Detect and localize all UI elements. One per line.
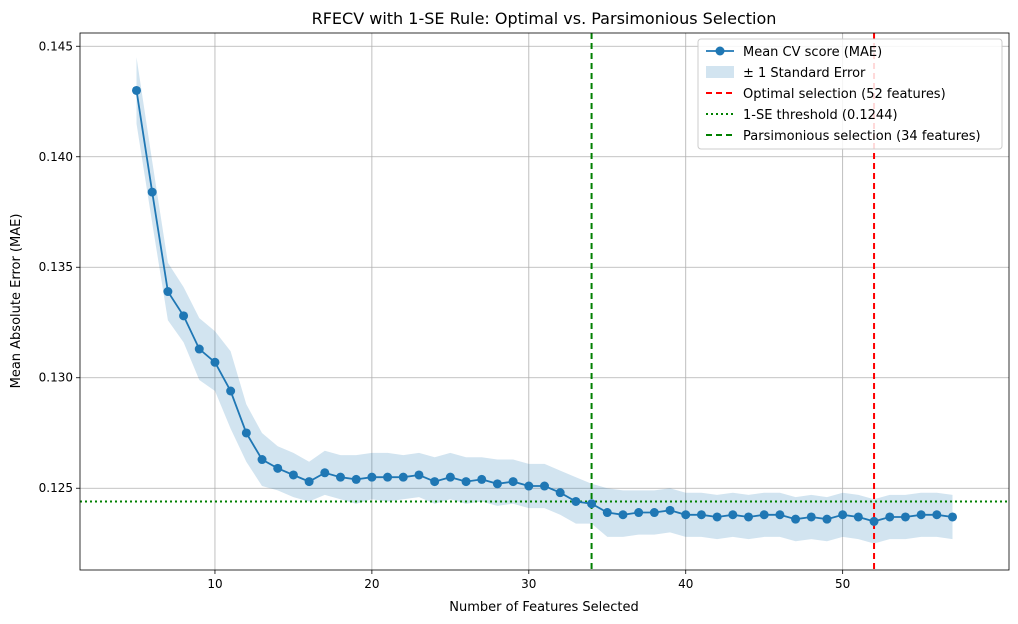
x-tick-label: 30 (521, 577, 536, 591)
x-tick-label: 50 (835, 577, 850, 591)
data-point (916, 510, 926, 520)
data-point (477, 474, 487, 484)
data-point (320, 468, 330, 478)
legend-label-se: ± 1 Standard Error (743, 66, 866, 81)
data-point (540, 481, 549, 491)
legend-label-reference: 1-SE threshold (0.1244) (743, 108, 898, 123)
data-point (634, 508, 644, 518)
x-tick-label: 40 (678, 577, 693, 591)
data-point (665, 505, 675, 515)
data-point (194, 344, 204, 354)
data-point (618, 510, 628, 520)
data-point (335, 472, 345, 482)
data-point (822, 514, 832, 524)
data-point (712, 512, 722, 522)
y-tick-label: 0.130 (39, 371, 73, 385)
data-point (524, 481, 534, 491)
data-point (445, 472, 455, 482)
data-point (602, 508, 612, 518)
data-point (273, 463, 283, 473)
data-point (398, 472, 408, 482)
data-point (728, 510, 738, 520)
legend-label-reference: Parsimonious selection (34 features) (743, 129, 981, 144)
data-point (744, 512, 754, 522)
x-axis-ticks: 10 20 30 40 50 (207, 570, 850, 591)
legend-box (697, 38, 1003, 150)
data-point (508, 477, 518, 487)
legend-swatch-mean-marker (715, 46, 725, 56)
x-axis-label: Number of Features Selected (449, 600, 638, 615)
data-point (288, 470, 298, 480)
mean-cv-score-markers (131, 85, 958, 526)
data-point (948, 512, 958, 522)
data-point (681, 510, 691, 520)
data-point (587, 499, 597, 509)
data-point (210, 357, 220, 367)
data-point (649, 508, 659, 518)
legend: Mean CV score (MAE) ± 1 Standard Error Opt… (697, 38, 1003, 150)
data-point (257, 455, 267, 465)
data-point (838, 510, 848, 520)
data-point (932, 510, 942, 520)
data-point (696, 510, 706, 520)
x-gridlines (214, 33, 844, 570)
data-point (759, 510, 769, 520)
legend-swatch-se (706, 66, 734, 78)
data-point (179, 311, 189, 321)
plot-border (79, 32, 1010, 571)
legend-label-mean: Mean CV score (MAE) (743, 45, 882, 60)
y-tick-label: 0.125 (39, 481, 73, 495)
data-point (853, 512, 863, 522)
x-tick-label: 20 (364, 577, 379, 591)
data-point (241, 428, 251, 438)
data-point (367, 472, 377, 482)
data-point (869, 516, 879, 526)
data-point (430, 477, 440, 487)
data-point (147, 187, 157, 197)
data-point (555, 488, 565, 498)
data-point (226, 386, 236, 396)
y-tick-label: 0.140 (39, 150, 73, 164)
data-point (304, 477, 314, 487)
data-point (571, 496, 581, 506)
y-axis-label: Mean Absolute Error (MAE) (9, 214, 24, 389)
data-point (163, 287, 173, 297)
y-axis-ticks: 0.125 0.130 0.135 0.140 0.145 (39, 39, 80, 495)
data-point (461, 477, 471, 487)
data-point (900, 512, 910, 522)
data-point (383, 472, 393, 482)
data-point (791, 514, 801, 524)
y-tick-label: 0.135 (39, 260, 73, 274)
y-tick-label: 0.145 (39, 39, 73, 53)
data-point (414, 470, 424, 480)
data-point (806, 512, 816, 522)
data-point (775, 510, 785, 520)
data-point (131, 85, 141, 95)
data-point (492, 479, 502, 489)
data-point (351, 474, 361, 484)
data-point (885, 512, 895, 522)
chart-title: RFECV with 1-SE Rule: Optimal vs. Parsim… (312, 9, 777, 28)
x-tick-label: 10 (207, 577, 222, 591)
legend-label-reference: Optimal selection (52 features) (743, 87, 946, 102)
